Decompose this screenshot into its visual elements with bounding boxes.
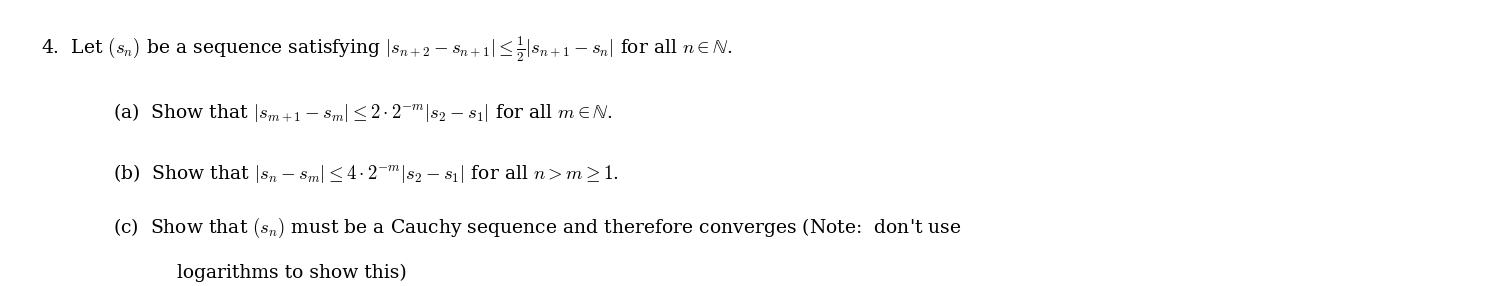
Text: logarithms to show this): logarithms to show this) bbox=[177, 264, 406, 283]
Text: (a)  Show that $|s_{m+1} - s_m| \leq 2 \cdot 2^{-m}|s_2 - s_1|$ for all $m \in \: (a) Show that $|s_{m+1} - s_m| \leq 2 \c… bbox=[113, 101, 613, 124]
Text: (c)  Show that $(s_n)$ must be a Cauchy sequence and therefore converges (Note: : (c) Show that $(s_n)$ must be a Cauchy s… bbox=[113, 216, 961, 241]
Text: 4.  Let $(s_n)$ be a sequence satisfying $|s_{n+2} - s_{n+1}| \leq \frac{1}{2}|s: 4. Let $(s_n)$ be a sequence satisfying … bbox=[42, 34, 734, 64]
Text: (b)  Show that $|s_n - s_m| \leq 4 \cdot 2^{-m}|s_2 - s_1|$ for all $n > m \geq : (b) Show that $|s_n - s_m| \leq 4 \cdot … bbox=[113, 162, 619, 184]
